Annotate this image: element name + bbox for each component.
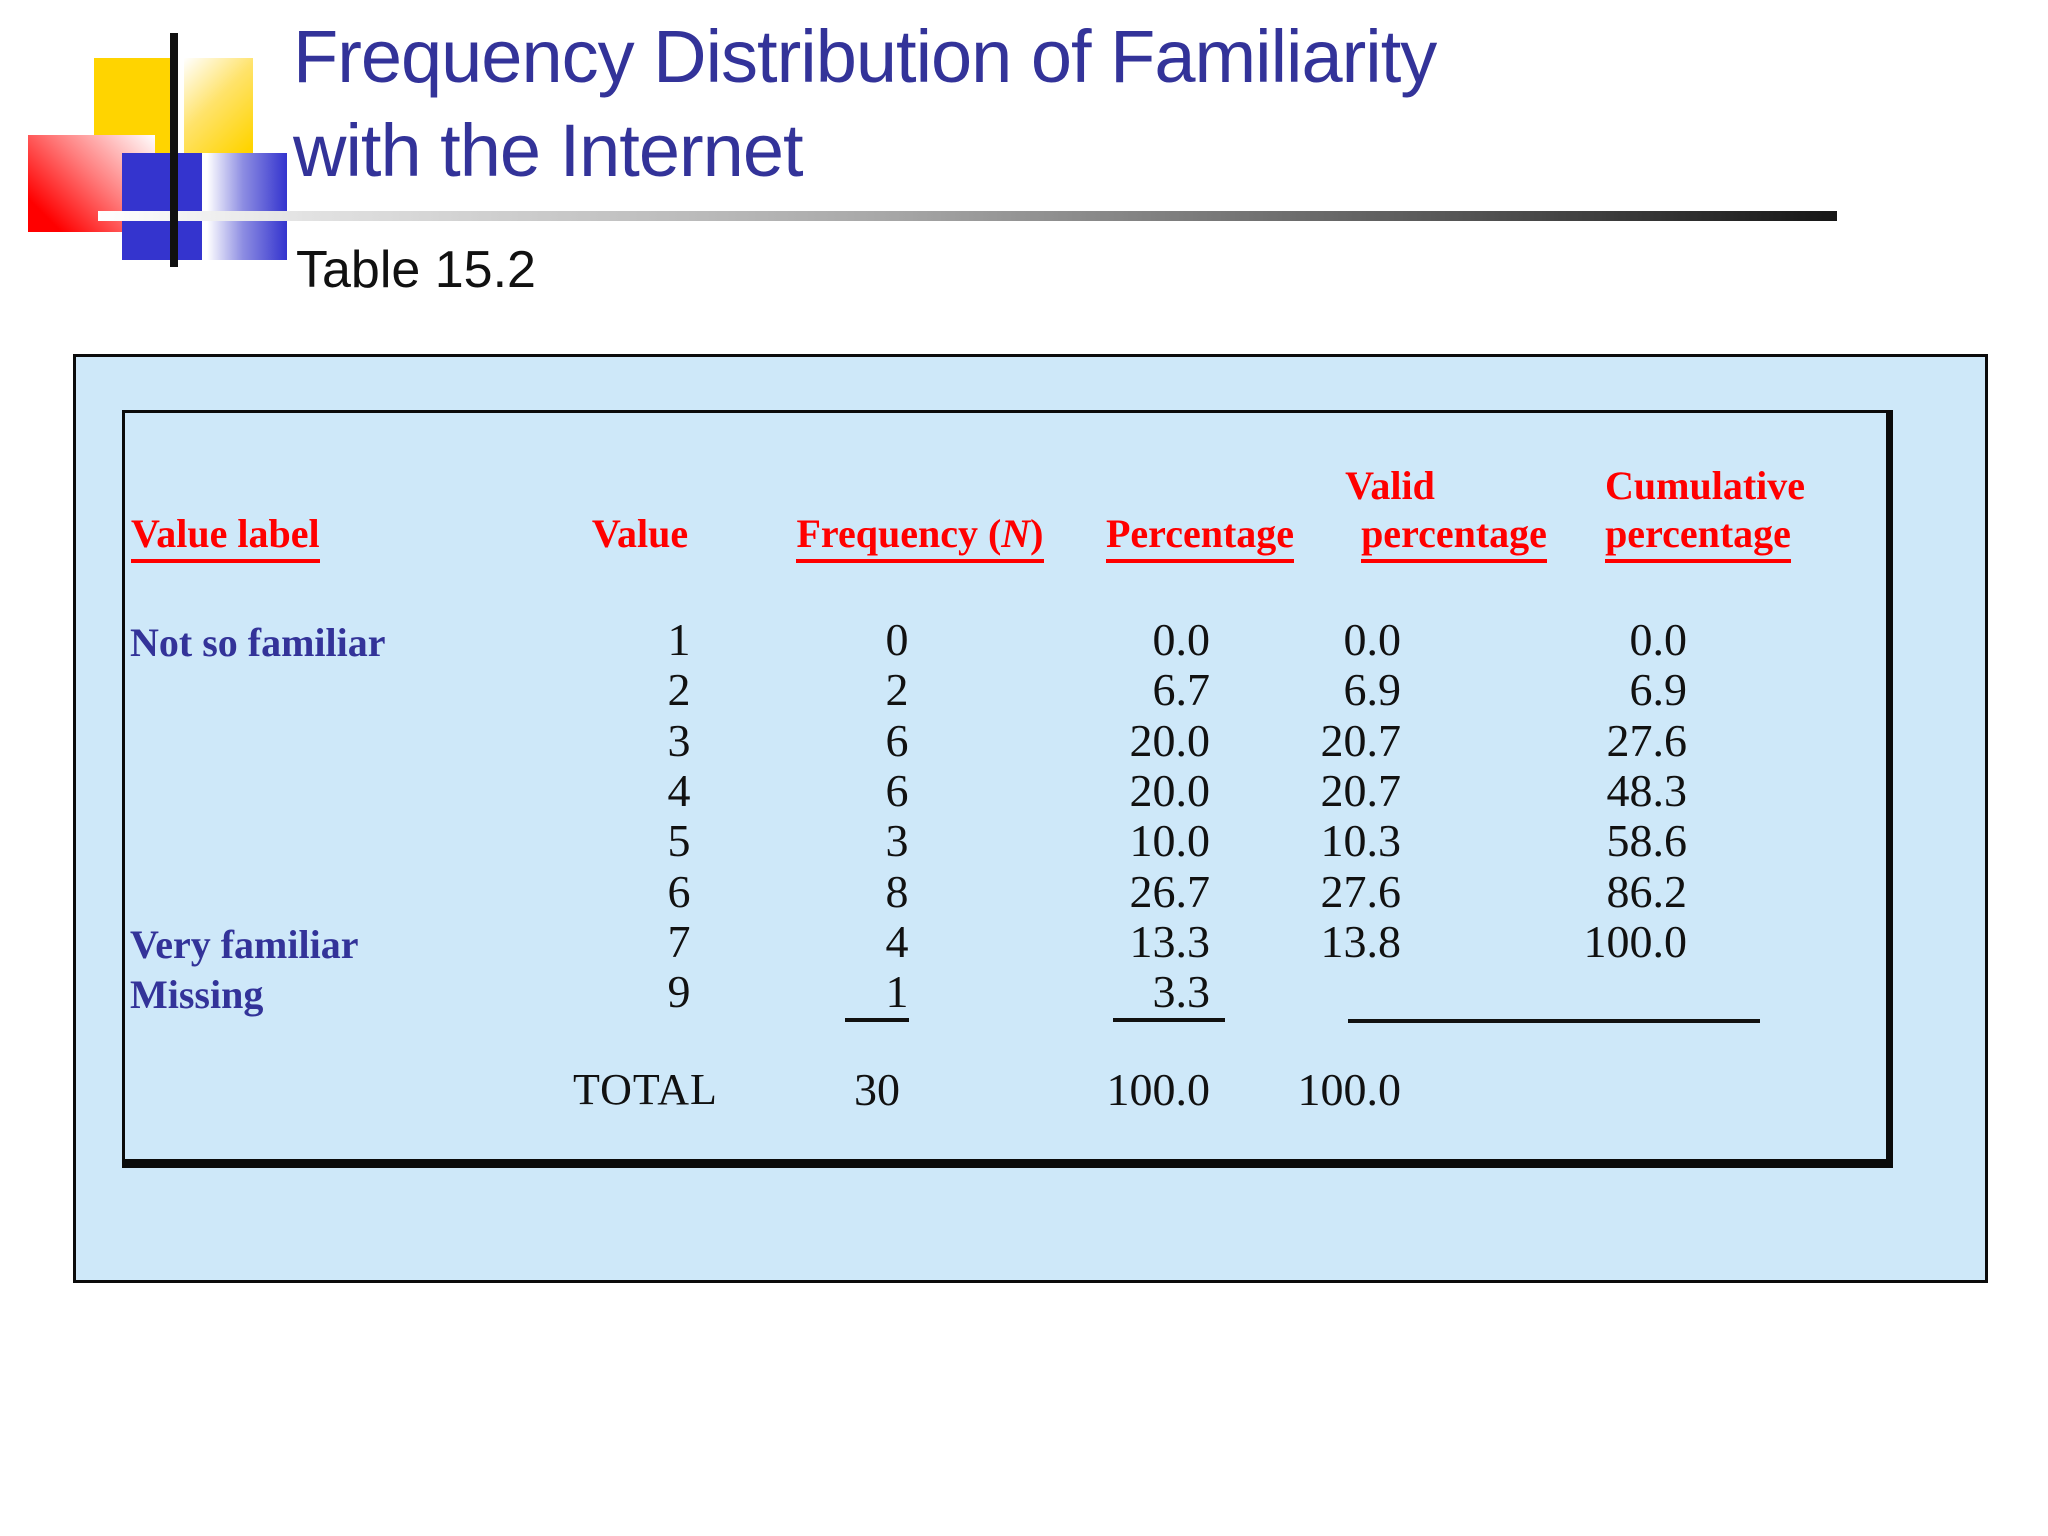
row-value: 5: [667, 815, 691, 867]
row-value: 6: [667, 865, 691, 917]
column-header-valid-line2: percentage: [1354, 511, 1554, 563]
row-frequency: 8: [885, 865, 909, 917]
decoration-blue-gradient-square: [207, 153, 287, 260]
decoration-yellow-gradient-square: [184, 58, 253, 153]
row-valid-percentage: 20.7: [1320, 764, 1402, 816]
row-percentage: 20.0: [1129, 714, 1211, 766]
row-value: 4: [667, 764, 691, 816]
total-percentage: 100.0: [1106, 1064, 1211, 1115]
row-value-label: Not so familiar: [130, 620, 386, 665]
column-header-value-label: Value label: [131, 511, 320, 563]
table-row: Very familiar 7 4 13.3 13.8 100.0: [0, 915, 2048, 971]
table-inner-box: [122, 410, 1893, 1168]
row-cumulative-percentage: 6.9: [1629, 664, 1688, 716]
row-frequency: 0: [885, 614, 909, 665]
valid-cumulative-sum-rule: [1348, 1019, 1760, 1023]
row-cumulative-percentage: 0.0: [1629, 614, 1688, 665]
column-header-value: Value: [591, 511, 689, 556]
total-row-label: TOTAL: [573, 1065, 718, 1114]
row-cumulative-percentage: 58.6: [1606, 815, 1688, 867]
row-percentage: 0.0: [1152, 614, 1211, 665]
column-header-percentage: Percentage: [1080, 511, 1320, 563]
table-row: 2 2 6.7 6.9 6.9: [0, 667, 2048, 719]
row-frequency: 3: [885, 815, 909, 867]
row-frequency: 6: [885, 714, 909, 766]
row-valid-percentage: 6.9: [1343, 664, 1402, 716]
row-percentage: 6.7: [1152, 664, 1211, 716]
row-percentage: 10.0: [1129, 815, 1211, 867]
row-frequency: 1: [885, 966, 909, 1018]
row-value: 9: [667, 966, 691, 1018]
row-frequency: 6: [885, 764, 909, 816]
slide-subtitle: Table 15.2: [296, 241, 536, 299]
row-valid-percentage: 13.8: [1320, 915, 1402, 967]
row-valid-percentage: 10.3: [1320, 815, 1402, 867]
table-row: Not so familiar 1 0 0.0 0.0 0.0: [0, 617, 2048, 669]
total-frequency: 30: [854, 1064, 900, 1115]
row-value-label: Very familiar: [130, 921, 359, 967]
row-cumulative-percentage: 86.2: [1606, 865, 1688, 917]
slide-title-line1: Frequency Distribution of Familiarity: [293, 15, 1437, 98]
row-value-label: Missing: [130, 972, 264, 1018]
row-cumulative-percentage: 100.0: [1583, 915, 1688, 967]
row-cumulative-percentage: 27.6: [1606, 714, 1688, 766]
column-header-valid-line1: Valid: [1345, 463, 1435, 508]
table-row: 3 6 20.0 20.7 27.6: [0, 714, 2048, 770]
row-percentage: 26.7: [1129, 865, 1211, 917]
row-percentage: 3.3: [1152, 966, 1211, 1018]
table-row: 5 3 10.0 10.3 58.6: [0, 818, 2048, 870]
column-header-frequency: Frequency (N): [780, 511, 1060, 563]
column-header-cumulative-line1: Cumulative: [1605, 463, 1805, 508]
row-value: 2: [667, 664, 691, 716]
row-percentage: 13.3: [1129, 915, 1211, 967]
column-header-cumulative-line2: percentage: [1598, 511, 1798, 563]
row-cumulative-percentage: 48.3: [1606, 764, 1688, 816]
row-percentage: 20.0: [1129, 764, 1211, 816]
table-row: 4 6 20.0 20.7 48.3: [0, 764, 2048, 820]
table-row: 6 8 26.7 27.6 86.2: [0, 865, 2048, 921]
decoration-blue-square: [122, 153, 202, 260]
slide-title-line2: with the Internet: [293, 109, 804, 192]
row-value: 1: [667, 614, 691, 665]
row-valid-percentage: 27.6: [1320, 865, 1402, 917]
title-underline-bar: [98, 211, 1837, 221]
row-value: 7: [667, 915, 691, 967]
row-valid-percentage: 20.7: [1320, 714, 1402, 766]
table-outer-box: [73, 354, 1988, 1283]
row-frequency: 2: [885, 664, 909, 716]
decoration-vertical-line: [170, 33, 178, 267]
total-valid-percentage: 100.0: [1297, 1064, 1402, 1115]
row-valid-percentage: 0.0: [1343, 614, 1402, 665]
frequency-sum-rule: [845, 1018, 909, 1022]
row-frequency: 4: [885, 915, 909, 967]
percentage-sum-rule: [1113, 1018, 1225, 1022]
row-value: 3: [667, 714, 691, 766]
slide-title: Frequency Distribution of Familiarity wi…: [293, 10, 1693, 198]
table-row: Missing 9 1 3.3: [0, 969, 2048, 1021]
